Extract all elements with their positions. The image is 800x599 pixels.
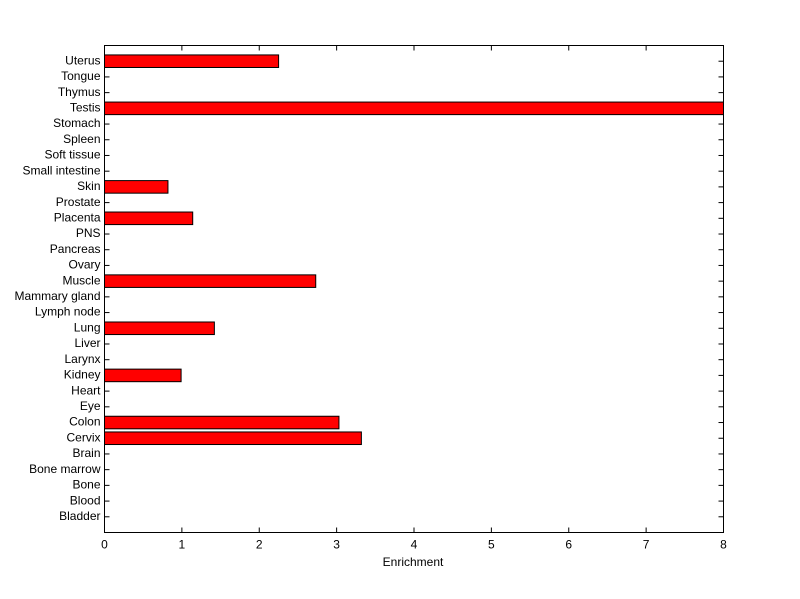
x-tick-label: 4 [411, 538, 418, 552]
y-tick-label: Tongue [61, 69, 101, 83]
y-tick-label: PNS [76, 226, 101, 240]
bar [104, 415, 340, 430]
bar [104, 431, 362, 446]
y-tick-label: Small intestine [22, 163, 100, 177]
y-tick-label: Placenta [54, 210, 101, 224]
x-tick-label: 1 [179, 538, 186, 552]
y-tick-label: Colon [69, 415, 100, 429]
y-tick-label: Muscle [62, 273, 100, 287]
y-tick-label: Testis [70, 101, 101, 115]
bar [104, 54, 280, 68]
x-tick-label: 5 [488, 538, 495, 552]
y-tick-label: Kidney [64, 368, 101, 382]
x-tick-label: 6 [565, 538, 572, 552]
y-tick-label: Bladder [59, 509, 100, 523]
y-tick-label: Bone [72, 478, 100, 492]
y-tick-label: Soft tissue [44, 148, 100, 162]
plot-area [104, 45, 724, 533]
x-tick-label: 3 [333, 538, 340, 552]
bar [104, 180, 169, 194]
y-tick-label: Spleen [63, 132, 100, 146]
bar [104, 274, 317, 288]
y-tick-label: Larynx [64, 352, 100, 366]
y-tick-label: Liver [74, 336, 100, 350]
bar [104, 101, 724, 116]
y-tick-label: Prostate [56, 195, 101, 209]
y-tick-label: Eye [80, 399, 101, 413]
y-tick-label: Mammary gland [14, 289, 100, 303]
y-tick-label: Thymus [58, 85, 101, 99]
y-tick-label: Uterus [65, 53, 100, 67]
y-tick-label: Bone marrow [29, 462, 101, 476]
y-tick-label: Skin [77, 179, 100, 193]
x-tick-label: 7 [643, 538, 650, 552]
x-tick-label: 2 [256, 538, 263, 552]
x-tick-label: 8 [720, 538, 727, 552]
y-tick-label: Lymph node [35, 305, 101, 319]
bar [104, 321, 215, 336]
bar [104, 368, 182, 383]
x-axis-label: Enrichment [383, 555, 444, 569]
y-tick-label: Ovary [68, 258, 100, 272]
bar [104, 211, 194, 226]
y-tick-label: Blood [70, 493, 101, 507]
y-tick-label: Brain [72, 446, 100, 460]
y-tick-label: Cervix [66, 430, 100, 444]
y-tick-label: Heart [71, 383, 101, 397]
y-tick-label: Pancreas [50, 242, 101, 256]
x-tick-label: 0 [101, 538, 108, 552]
y-tick-label: Stomach [53, 116, 100, 130]
y-tick-label: Lung [74, 320, 101, 334]
